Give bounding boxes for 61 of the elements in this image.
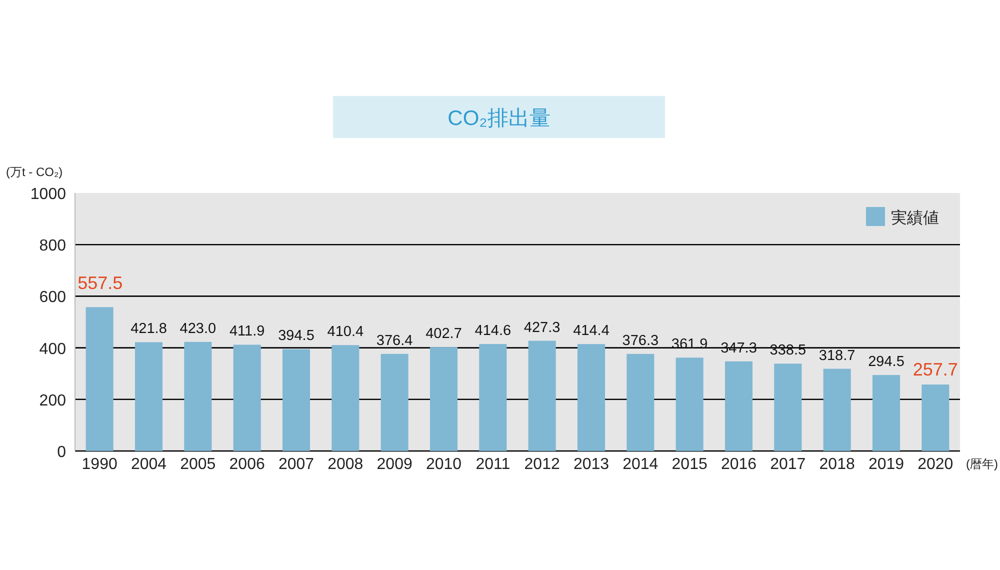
data-label: 427.3 xyxy=(524,320,560,336)
data-label: 414.4 xyxy=(573,323,610,340)
bar xyxy=(774,364,802,451)
y-tick-label: 400 xyxy=(39,340,66,358)
x-tick-label: 2006 xyxy=(229,456,265,473)
x-tick-label: 1990 xyxy=(82,456,118,473)
x-tick-label: 2019 xyxy=(868,456,904,473)
y-tick-label: 200 xyxy=(39,392,66,410)
y-axis-title: (万t - CO₂) xyxy=(6,165,63,179)
bar xyxy=(626,354,654,451)
data-label: 410.4 xyxy=(327,324,364,340)
bar xyxy=(430,347,458,451)
bar xyxy=(233,344,261,451)
bar xyxy=(282,349,310,451)
x-tick-label: 2017 xyxy=(770,456,806,473)
bar xyxy=(184,342,212,451)
data-label: 394.5 xyxy=(278,328,314,344)
x-tick-label: 2010 xyxy=(426,456,462,473)
legend-label: 実績値 xyxy=(891,209,939,227)
x-tick-label: 2016 xyxy=(720,456,757,473)
x-tick-label: 2013 xyxy=(573,456,610,473)
data-label: 411.9 xyxy=(229,324,265,340)
annotation: 257.7 xyxy=(912,360,958,380)
data-label: 402.7 xyxy=(426,326,462,342)
data-label: 318.7 xyxy=(818,348,856,364)
x-tick-label: 2014 xyxy=(622,456,658,473)
y-tick-label: 600 xyxy=(39,289,66,306)
x-tick-label: 2008 xyxy=(328,456,364,473)
data-label: 423.0 xyxy=(180,320,216,337)
x-tick-label: 2005 xyxy=(180,456,216,473)
data-label: 376.3 xyxy=(622,332,659,349)
data-label: 294.5 xyxy=(868,354,904,370)
bar xyxy=(134,342,163,451)
bar xyxy=(86,307,114,451)
bar xyxy=(872,375,900,451)
x-tick-label: 2009 xyxy=(376,456,412,473)
x-tick-label: 2007 xyxy=(278,456,314,473)
data-label: 376.4 xyxy=(376,332,413,349)
bar xyxy=(528,340,556,451)
chart-title: CO₂排出量 xyxy=(448,107,550,130)
y-tick-label: 0 xyxy=(57,444,66,461)
annotation: 557.5 xyxy=(78,273,123,294)
bar xyxy=(922,384,950,451)
data-label: 414.6 xyxy=(474,323,512,340)
data-label: 421.8 xyxy=(130,321,167,338)
x-tick-label: 2012 xyxy=(524,456,560,473)
bar xyxy=(479,344,507,451)
x-tick-label: 2018 xyxy=(819,456,855,473)
x-tick-label: 2015 xyxy=(672,456,708,473)
bar xyxy=(676,358,704,451)
x-tick-label: 2020 xyxy=(918,456,954,473)
bar xyxy=(823,368,851,451)
x-axis-title: (暦年) xyxy=(966,457,998,471)
y-tick-label: 1000 xyxy=(30,186,66,203)
x-tick-label: 2004 xyxy=(130,456,167,473)
bar xyxy=(332,345,360,451)
bar xyxy=(380,354,408,451)
bar xyxy=(724,361,753,451)
x-tick-label: 2011 xyxy=(476,456,510,473)
bar xyxy=(577,344,606,451)
y-tick-label: 800 xyxy=(39,238,66,255)
